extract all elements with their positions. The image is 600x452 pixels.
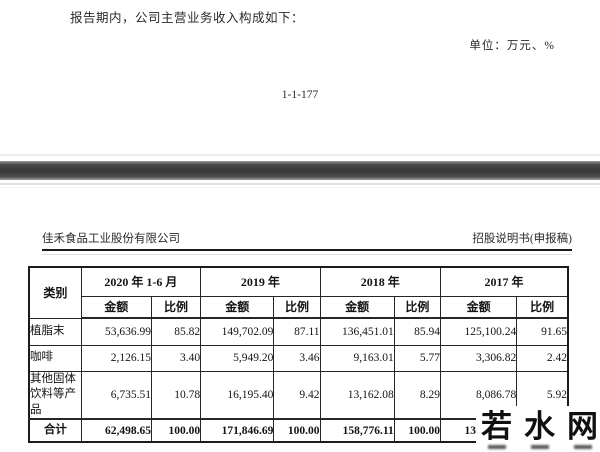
value-cell: 85.94: [393, 317, 441, 346]
amount-header: 金额: [319, 295, 395, 319]
table-row-periods: 类别 2020 年 1-6 月 2019 年 2018 年 2017 年: [28, 266, 569, 319]
category-cell: 合计: [28, 418, 82, 443]
table-row-subheaders: 金额 比例 金额 比例 金额 比例 金额 比例: [29, 295, 569, 319]
value-cell: 149,702.09: [200, 317, 275, 346]
value-cell: 16,195.40: [200, 370, 275, 420]
value-cell: 5,949.20: [200, 344, 275, 372]
value-cell: 3.40: [150, 344, 202, 372]
value-cell: 3.46: [273, 344, 321, 372]
watermark-char: 若: [481, 410, 512, 452]
value-cell: 8.29: [393, 370, 441, 420]
ratio-header: 比例: [516, 295, 569, 319]
watermark-glyph: 水: [524, 409, 555, 444]
table-row: 咖啡 2,126.15 3.40 5,949.20 3.46 9,163.01 …: [28, 344, 569, 372]
category-cell: 植脂末: [28, 317, 82, 346]
intro-text: 报告期内，公司主营业务收入构成如下：: [70, 11, 305, 25]
value-cell: 53,636.99: [80, 317, 152, 346]
watermark-subtext: [573, 445, 592, 449]
ratio-header: 比例: [150, 295, 202, 319]
value-cell: 100.00: [393, 418, 441, 443]
amount-header: 金额: [200, 295, 275, 319]
ratio-header: 比例: [393, 295, 441, 319]
table-row: 植脂末 53,636.99 85.82 149,702.09 87.11 136…: [28, 317, 569, 346]
value-cell: 100.00: [150, 418, 202, 443]
value-cell: 6,735.51: [80, 370, 152, 420]
value-cell: 10.78: [150, 370, 202, 420]
watermark-glyph: 网: [567, 409, 598, 444]
value-cell: 3,306.82: [439, 344, 518, 372]
value-cell: 85.82: [150, 317, 202, 346]
watermark-glyph: 若: [481, 409, 512, 444]
period-header: 2018 年: [319, 266, 441, 297]
ratio-header: 比例: [273, 295, 321, 319]
watermark-char: 水: [524, 410, 555, 452]
value-cell: 171,846.69: [200, 418, 275, 443]
company-name: 佳禾食品工业股份有限公司: [42, 233, 180, 245]
watermark-subtext: [530, 445, 549, 449]
watermark: 若 水 网: [476, 406, 600, 452]
category-cell: 其他固体饮料等产品: [28, 370, 82, 420]
value-cell: 136,451.01: [319, 317, 395, 346]
watermark-char: 网: [567, 410, 598, 452]
period-header: 2019 年: [200, 266, 321, 297]
page-edge-line: [0, 154, 600, 156]
value-cell: 9,163.01: [319, 344, 395, 372]
header-rule-shadow: [42, 254, 572, 255]
amount-header: 金额: [439, 295, 518, 319]
value-cell: 87.11: [273, 317, 321, 346]
period-header: 2017 年: [439, 266, 569, 297]
watermark-subtext: [487, 445, 506, 449]
value-cell: 91.65: [516, 317, 569, 346]
value-cell: 13,162.08: [319, 370, 395, 420]
value-cell: 158,776.11: [319, 418, 395, 443]
page-edge-line: [0, 183, 600, 185]
page-number: 1-1-177: [281, 89, 319, 101]
page-edge-line: [0, 187, 600, 188]
category-cell: 咖啡: [28, 344, 82, 372]
document-header: 佳禾食品工业股份有限公司 招股说明书(申报稿): [42, 230, 572, 251]
value-cell: 2.42: [516, 344, 569, 372]
period-header: 2020 年 1-6 月: [80, 266, 202, 297]
amount-header: 金额: [80, 295, 152, 319]
unit-label: 单位：万元、%: [469, 40, 555, 52]
value-cell: 100.00: [273, 418, 321, 443]
value-cell: 2,126.15: [80, 344, 152, 372]
document-title: 招股说明书(申报稿): [472, 233, 572, 245]
value-cell: 125,100.24: [439, 317, 518, 346]
page-separator-bar: [0, 161, 600, 180]
value-cell: 62,498.65: [80, 418, 152, 443]
value-cell: 9.42: [273, 370, 321, 420]
category-header-cell: 类别: [28, 266, 82, 319]
value-cell: 5.77: [393, 344, 441, 372]
